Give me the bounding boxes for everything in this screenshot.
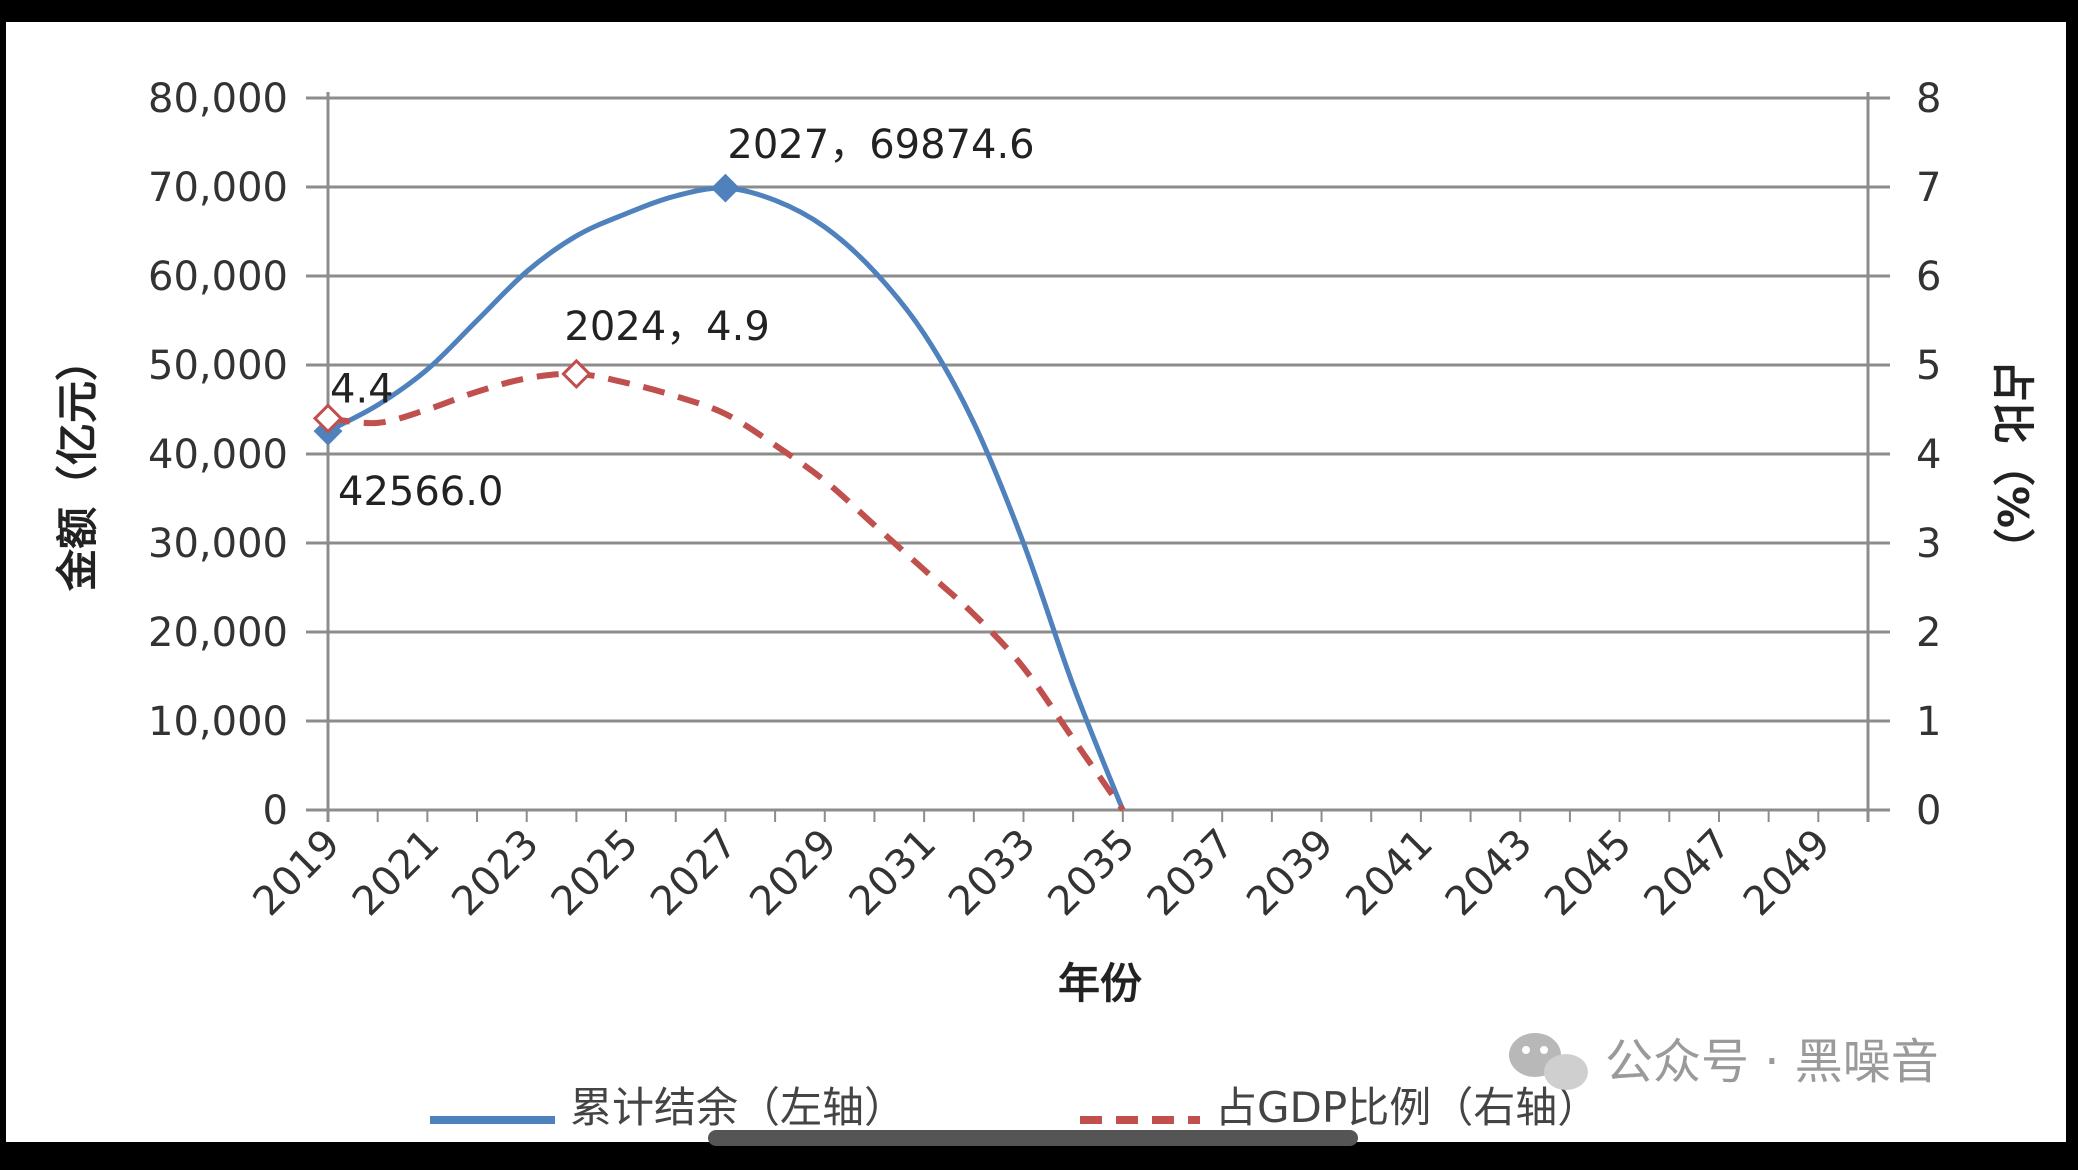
y-right-tick-label: 3 — [1916, 521, 1941, 567]
y-right-tick-label: 6 — [1916, 254, 1941, 300]
y-right-axis-ticks: 0 1 2 3 4 5 6 7 8 — [1916, 76, 1941, 834]
data-label: 2027，69874.6 — [727, 122, 1034, 168]
wechat-icon — [1509, 1033, 1588, 1090]
series-line-gdp-ratio — [327, 370, 1126, 812]
y-right-tick-label: 1 — [1916, 699, 1941, 745]
data-label: 42566.0 — [338, 469, 503, 515]
y-right-axis-title: 占比（%） — [1988, 360, 2037, 570]
y-left-tick-label: 60,000 — [148, 254, 288, 300]
y-left-tick-label: 40,000 — [148, 432, 288, 478]
data-point-marker — [312, 403, 344, 434]
series-line-cumulative — [326, 185, 1126, 811]
y-right-tick-label: 4 — [1916, 432, 1941, 478]
y-left-tick-label: 30,000 — [148, 521, 288, 567]
series-lines — [326, 185, 1126, 812]
x-axis-title: 年份 — [1058, 959, 1142, 1008]
legend-label-gdp-ratio: 占GDP比例（右轴） — [1215, 1083, 1599, 1132]
data-label: 2024，4.9 — [564, 304, 769, 350]
y-left-tick-label: 10,000 — [148, 699, 288, 745]
y-right-tick-label: 0 — [1916, 788, 1941, 834]
watermark: 公众号 · 黑噪音 — [1509, 1033, 1939, 1090]
y-left-tick-label: 70,000 — [148, 165, 288, 211]
data-labels: 42566.0 2027，69874.6 4.4 2024，4.9 — [330, 122, 1035, 515]
data-point-marker — [561, 358, 592, 390]
legend: 累计结余（左轴） 占GDP比例（右轴） — [430, 1083, 1599, 1132]
y-right-tick-label: 7 — [1916, 165, 1941, 211]
watermark-text: 公众号 · 黑噪音 — [1605, 1034, 1939, 1090]
y-left-tick-label: 80,000 — [148, 76, 288, 122]
y-left-tick-label: 50,000 — [148, 343, 288, 389]
home-indicator — [708, 1130, 1358, 1146]
y-right-tick-label: 2 — [1916, 610, 1941, 656]
gridlines — [306, 92, 1890, 822]
y-left-tick-label: 0 — [263, 788, 288, 834]
series-markers — [312, 173, 740, 446]
y-left-axis-title: 金额（亿元） — [53, 339, 102, 592]
y-left-tick-label: 20,000 — [148, 610, 288, 656]
legend-label-cumulative: 累计结余（左轴） — [570, 1083, 906, 1132]
y-left-axis-ticks: 0 10,000 20,000 30,000 40,000 50,000 60,000 70,… — [148, 76, 288, 834]
y-right-tick-label: 8 — [1916, 76, 1941, 122]
y-right-tick-label: 5 — [1916, 343, 1941, 389]
data-point-marker — [711, 173, 740, 203]
data-label: 4.4 — [330, 366, 394, 412]
